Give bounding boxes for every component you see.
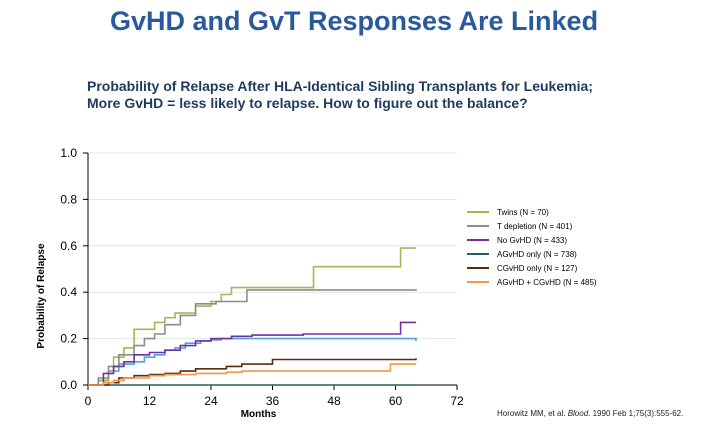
chart-subtitle: Probability of Relapse After HLA-Identic… [87, 78, 687, 112]
legend-label: Twins (N = 70) [497, 208, 549, 217]
y-tick-label: 0.2 [60, 332, 77, 346]
x-tick-label: 72 [450, 394, 464, 408]
series-line [88, 247, 416, 386]
x-tick-label: 36 [266, 394, 280, 408]
legend-label: No GvHD (N = 433) [497, 236, 567, 245]
series-line [88, 289, 417, 386]
series-line [88, 363, 416, 386]
y-tick-label: 1.0 [60, 146, 77, 160]
legend-label: T depletion (N = 401) [497, 222, 573, 231]
y-tick-label: 0.4 [60, 285, 77, 299]
x-tick-label: 60 [389, 394, 403, 408]
axes: 0.0 0.2 0.4 0.6 0.8 1.0 0 12 24 36 48 60 72 Months Pro… [36, 146, 464, 420]
y-tick-label: 0.6 [60, 239, 77, 253]
grid-lines [88, 152, 457, 340]
legend: Twins (N = 70) T depletion (N = 401) No Gv… [467, 208, 597, 287]
slide-title: GvHD and GvT Responses Are Linked [109, 6, 599, 36]
subtitle-line-2: More GvHD = less likely to relapse. How … [87, 95, 528, 111]
x-axis-title: Months [241, 409, 277, 420]
legend-label: AGvHD + CGvHD (N = 485) [497, 278, 597, 287]
x-tick-label: 48 [327, 394, 341, 408]
series-lines [88, 247, 417, 386]
y-tick-label: 0.8 [60, 192, 77, 206]
x-tick-label: 12 [143, 394, 157, 408]
citation-details: . 1990 Feb 1;75(3):555-62. [588, 409, 684, 418]
legend-label: CGvHD only (N = 127) [497, 264, 578, 273]
citation-journal: Blood [567, 409, 589, 418]
y-axis-title: Probability of Relapse [36, 243, 47, 348]
citation: Horowitz MM, et al. Blood. 1990 Feb 1;75… [497, 409, 683, 418]
y-tick-label: 0.0 [60, 378, 77, 392]
legend-label: AGvHD only (N = 738) [497, 250, 577, 259]
subtitle-line-1: Probability of Relapse After HLA-Identic… [87, 78, 593, 94]
series-line [88, 358, 417, 386]
x-tick-label: 0 [85, 394, 92, 408]
series-line [88, 321, 416, 386]
x-tick-label: 24 [204, 394, 218, 408]
citation-authors: Horowitz MM, et al. [497, 409, 568, 418]
